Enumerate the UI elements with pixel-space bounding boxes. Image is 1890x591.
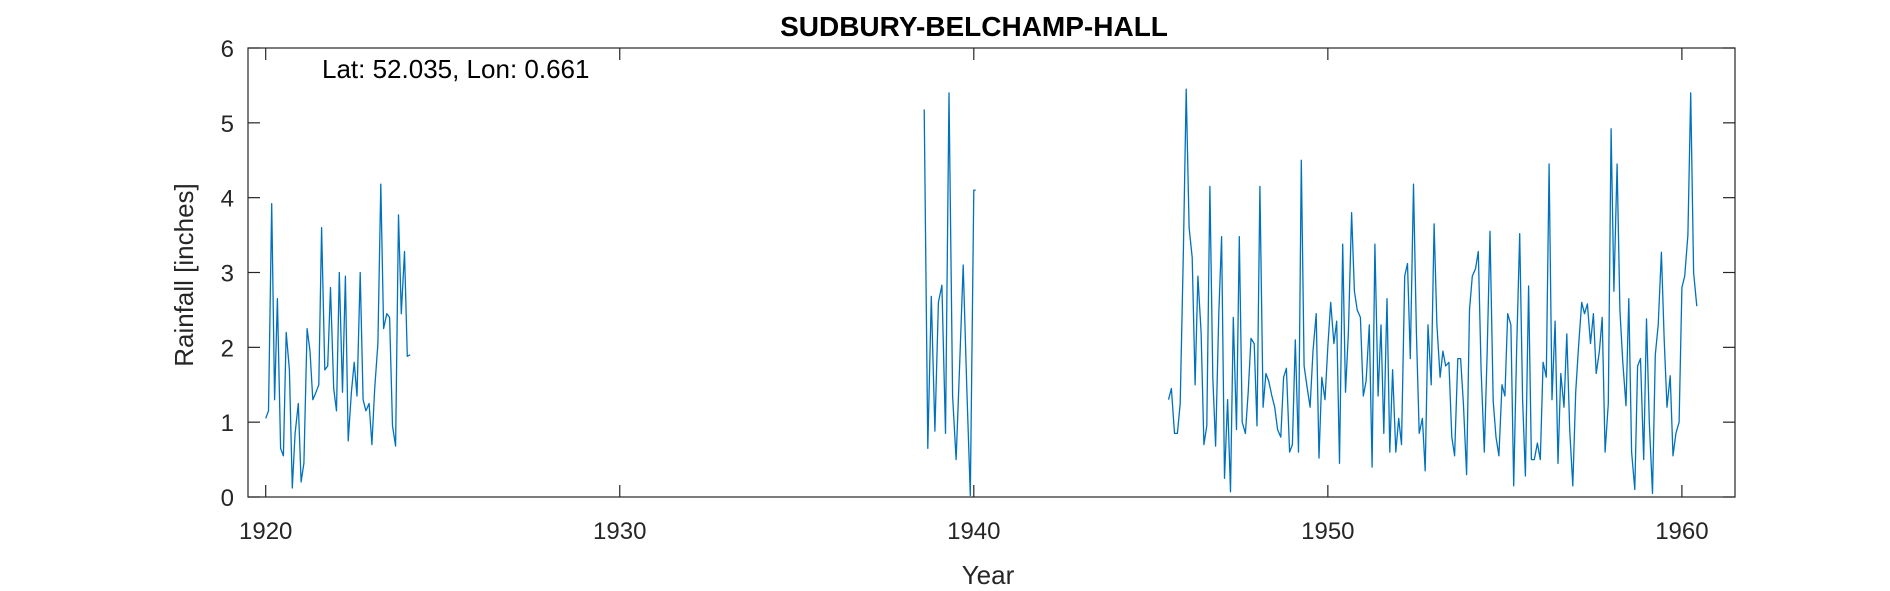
axis-frame: 1920 1930 1940 1950 1960 0 1 2 3 4 5 6 [221,36,1736,545]
x-tick-label: 1950 [1301,518,1354,545]
y-tick-label: 4 [221,186,234,213]
plot-lines [265,88,1698,497]
x-tick-label: 1920 [239,518,292,545]
series-line-segment-1938-1940 [923,92,976,497]
y-tick-label: 3 [221,261,234,288]
y-axis-label: Rainfall [inches] [169,183,199,367]
y-tick-label: 0 [221,485,234,512]
y-tick-label: 1 [221,410,234,437]
chart-title: SUDBURY-BELCHAMP-HALL [780,11,1168,42]
location-annotation: Lat: 52.035, Lon: 0.661 [322,54,589,84]
y-tick-label: 5 [221,111,234,138]
series-line-segment-1920-1924 [265,183,411,489]
y-tick-label: 2 [221,335,234,362]
x-tick-label: 1960 [1655,518,1708,545]
series-line-segment-1945-1960 [1167,88,1698,494]
y-tick-label: 6 [221,36,234,63]
axes-box [247,47,1736,498]
x-tick-label: 1930 [593,518,646,545]
x-tick-label: 1940 [947,518,1000,545]
x-axis-label: Year [962,560,1015,590]
